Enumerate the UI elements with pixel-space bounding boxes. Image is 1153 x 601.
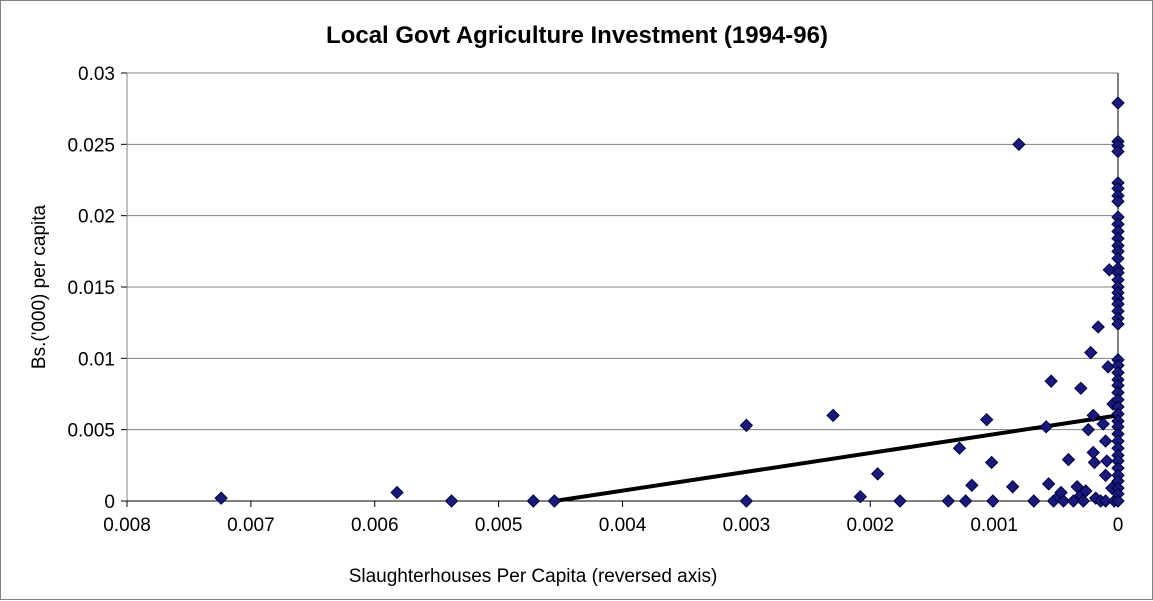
data-point [1086, 408, 1100, 423]
gridlines [127, 72, 1118, 431]
x-tick-label: 0.004 [599, 515, 647, 536]
data-point [1091, 320, 1105, 334]
x-tick-label: 0 [1113, 515, 1124, 536]
data-point [214, 491, 228, 505]
data-point [941, 494, 955, 508]
data-point [1098, 468, 1113, 483]
data-point [958, 494, 973, 508]
data-point [1056, 494, 1071, 508]
data-point [826, 408, 840, 423]
data-point [1098, 434, 1113, 448]
y-tick-label: 0.02 [78, 207, 115, 228]
data-point [870, 467, 885, 481]
data-point [1101, 360, 1115, 374]
data-point [1111, 317, 1125, 331]
data-point [739, 418, 754, 433]
axes [121, 72, 1119, 507]
data-point [1111, 494, 1125, 508]
data-point [1087, 455, 1102, 470]
data-point [965, 478, 979, 493]
data-point [1005, 480, 1020, 494]
x-tick-labels: 0.008 0.007 0.006 0.005 0.004 0.003 0.002 0.001… [103, 515, 1123, 536]
data-point [444, 494, 459, 508]
data-point [390, 485, 404, 500]
y-tick-label: 0.03 [78, 64, 115, 85]
data-point [739, 494, 754, 508]
data-point [526, 494, 541, 508]
trendline [554, 413, 1119, 503]
y-tick-label: 0.01 [78, 349, 115, 370]
chart-title: Local Govt Agriculture Investment (1994-… [326, 22, 828, 49]
data-point [1012, 137, 1026, 152]
x-tick-label: 0.001 [970, 515, 1018, 536]
data-point [893, 494, 907, 508]
y-tick-label: 0.005 [67, 421, 115, 442]
x-tick-label: 0.002 [846, 515, 894, 536]
data-point [547, 494, 562, 508]
data-point [1111, 144, 1125, 159]
data-point [1111, 194, 1125, 209]
data-point [1076, 494, 1091, 508]
y-tick-labels: 0 0.005 0.01 0.015 0.02 0.025 0.03 [67, 64, 115, 513]
data-point [1027, 494, 1041, 508]
y-tick-label: 0.025 [67, 135, 115, 156]
data-point [1086, 445, 1100, 460]
data-point [1079, 484, 1093, 498]
data-point [1044, 374, 1058, 388]
data-point [853, 490, 868, 504]
data-point [1111, 96, 1125, 110]
data-point [1039, 420, 1053, 434]
data-point [1096, 417, 1110, 431]
y-tick-label: 0 [104, 492, 115, 513]
data-point [1066, 494, 1081, 508]
data-point [986, 494, 1000, 508]
x-axis-label: Slaughterhouses Per Capita (reversed axi… [349, 566, 718, 587]
y-axis-label: Bs.('000) per capita [29, 204, 50, 369]
x-tick-label: 0.005 [475, 515, 523, 536]
data-points [214, 96, 1125, 508]
data-point [1081, 422, 1095, 437]
x-tick-label: 0.007 [227, 515, 275, 536]
data-point [979, 412, 994, 427]
data-point [952, 441, 967, 455]
data-point [1041, 477, 1056, 491]
x-tick-label: 0.008 [103, 515, 151, 536]
x-tick-label: 0.006 [351, 515, 399, 536]
data-point [1084, 345, 1098, 360]
data-point [1100, 454, 1114, 468]
data-point [1074, 381, 1088, 396]
trendline-group [554, 413, 1119, 503]
data-point [984, 455, 999, 470]
y-tick-label: 0.015 [67, 278, 115, 299]
x-tick-label: 0.003 [723, 515, 771, 536]
data-point [1061, 452, 1076, 467]
